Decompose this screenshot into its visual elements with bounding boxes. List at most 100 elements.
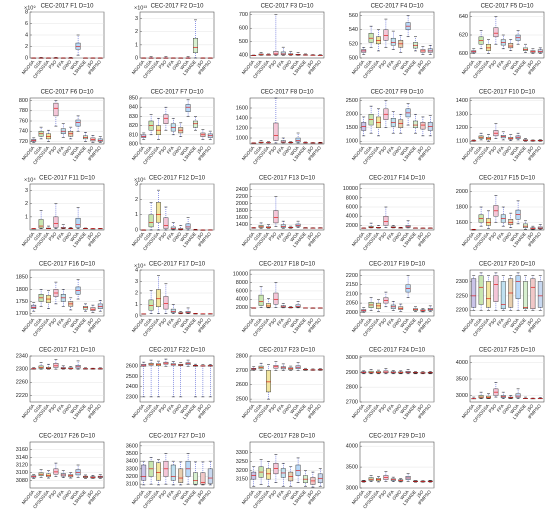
y-tick-label: 2 xyxy=(135,197,138,203)
y-tick-label: 1400 xyxy=(236,115,248,121)
chart-title: CEC-2017 F5 D=10 xyxy=(481,4,535,10)
x-tick-label: GSA xyxy=(473,403,483,414)
box xyxy=(53,102,59,117)
y-tick-label: 3200 xyxy=(126,474,138,480)
chart-title: CEC-2017 F21 D=10 xyxy=(39,348,96,354)
chart-title: CEC-2017 F3 D=10 xyxy=(261,4,315,10)
x-tick-label: WOA xyxy=(509,317,520,328)
x-tick-label: FFA xyxy=(56,403,65,413)
box xyxy=(530,278,536,310)
chart-title: CEC-2017 F25 D=10 xyxy=(479,348,536,354)
chart-title: CEC-2017 F17 D=10 xyxy=(149,262,206,268)
x-tick-label: GWO xyxy=(281,59,292,71)
y-tick-label: 2 xyxy=(135,29,138,35)
chart-title: CEC-2017 F16 D=10 xyxy=(39,262,96,268)
y-tick-label: 840 xyxy=(129,105,138,111)
y-tick-label: 3150 xyxy=(236,477,248,483)
y-tick-label: 3000 xyxy=(346,485,358,491)
y-tick-label: 2150 xyxy=(346,282,358,288)
plot-area xyxy=(359,269,435,317)
y-tick-label: 780 xyxy=(19,108,28,114)
x-tick-label: FFA xyxy=(276,489,285,499)
x-tick-label: GWO xyxy=(281,403,292,415)
chart-title: CEC-2017 F4 D=10 xyxy=(371,4,425,10)
x-tick-label: jSO xyxy=(525,145,535,155)
y-tick-label: 1100 xyxy=(456,139,468,145)
y-multiplier: ×10⁶ xyxy=(134,176,146,183)
x-tick-label: WOA xyxy=(399,489,410,500)
x-tick-label: FFA xyxy=(496,317,505,327)
box xyxy=(266,370,271,393)
x-tick-label: GSA xyxy=(363,317,373,328)
box xyxy=(390,37,396,46)
x-tick-label: PSO xyxy=(268,231,278,242)
y-tick-label: 3250 xyxy=(236,459,248,465)
y-tick-label: 2300 xyxy=(16,367,28,373)
y-tick-label: 2700 xyxy=(346,399,358,405)
x-tick-label: PSO xyxy=(268,59,278,70)
y-tick-label: 3 xyxy=(135,279,138,285)
x-tick-label: WOA xyxy=(69,489,80,500)
x-tick-label: PSO xyxy=(158,145,168,156)
x-tick-label: jSO xyxy=(195,489,205,499)
box xyxy=(193,120,198,128)
box xyxy=(515,275,521,299)
x-tick-label: FFA xyxy=(276,317,285,327)
x-tick-label: GWO xyxy=(501,145,512,157)
y-tick-label: 2100 xyxy=(346,291,358,297)
chart-title: CEC-2017 F9 D=10 xyxy=(371,90,425,96)
box xyxy=(258,225,264,228)
box xyxy=(141,134,147,138)
y-tick-label: 4000 xyxy=(346,444,358,450)
box xyxy=(486,281,491,308)
y-tick-label: 3400 xyxy=(126,459,138,465)
box xyxy=(427,48,433,53)
y-tick-label: 1600 xyxy=(236,105,248,111)
y-tick-label: 1 xyxy=(25,214,28,220)
x-tick-label: GWO xyxy=(171,317,182,329)
x-tick-label: PSO xyxy=(488,231,498,242)
box xyxy=(156,289,161,307)
x-tick-label: jSO xyxy=(525,231,535,241)
chart-title: CEC-2017 F27 D=10 xyxy=(149,434,206,440)
box xyxy=(383,29,389,41)
y-tick-label: 2500 xyxy=(126,374,138,380)
y-tick-label: 2500 xyxy=(346,98,358,104)
box xyxy=(163,114,169,124)
y-tick-label: 1200 xyxy=(236,125,248,131)
y-tick-label: 720 xyxy=(19,139,28,145)
x-tick-label: GSA xyxy=(363,145,373,156)
y-tick-label: 3500 xyxy=(126,451,138,457)
y-tick-label: 400 xyxy=(239,53,248,59)
y-tick-label: 2000 xyxy=(236,201,248,207)
y-tick-label: 2200 xyxy=(456,308,468,314)
y-tick-label: 2200 xyxy=(236,194,248,200)
x-tick-label: PSO xyxy=(48,145,58,156)
x-tick-label: GWO xyxy=(391,317,402,329)
x-tick-label: FFA xyxy=(276,145,285,155)
x-tick-label: jSO xyxy=(85,145,95,155)
chart-title: CEC-2017 F7 D=10 xyxy=(151,90,205,96)
y-tick-label: 500 xyxy=(239,39,248,45)
y-tick-label: 500 xyxy=(349,55,358,61)
box xyxy=(53,468,59,475)
x-tick-label: GWO xyxy=(61,317,72,329)
x-tick-label: FFA xyxy=(276,403,285,413)
x-tick-label: jSO xyxy=(415,317,425,327)
box xyxy=(273,292,279,305)
chart-title: CEC-2017 F22 D=10 xyxy=(149,348,206,354)
x-tick-label: GWO xyxy=(391,145,402,157)
box xyxy=(273,210,279,224)
box xyxy=(508,219,514,225)
x-tick-label: WOA xyxy=(289,145,300,156)
box xyxy=(163,217,169,229)
y-tick-label: 830 xyxy=(129,114,138,120)
chart-title: CEC-2017 F10 D=10 xyxy=(479,90,536,96)
box xyxy=(523,281,528,310)
chart-title: CEC-2017 F12 D=10 xyxy=(149,176,206,182)
y-tick-label: 2260 xyxy=(16,380,28,386)
y-tick-label: 10000 xyxy=(343,186,358,192)
x-tick-label: GSA xyxy=(143,317,153,328)
y-tick-label: 2800 xyxy=(346,385,358,391)
x-tick-label: PSO xyxy=(488,59,498,70)
